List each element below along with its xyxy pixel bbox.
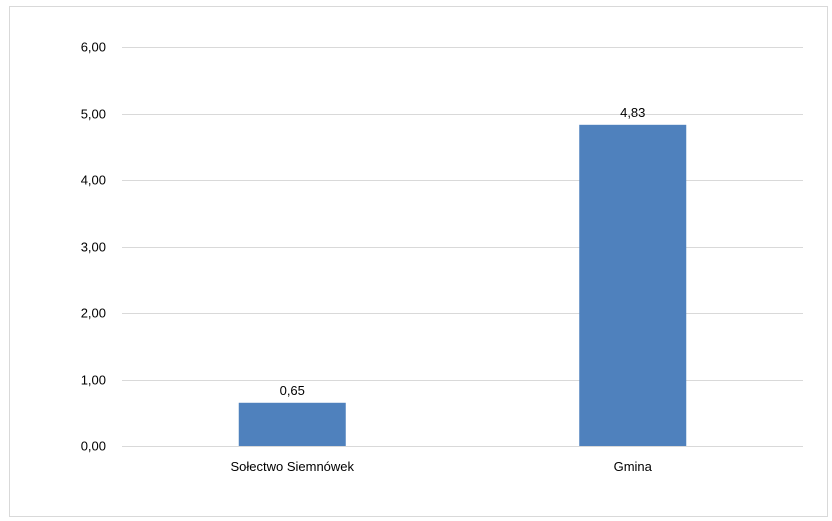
y-tick-label: 5,00 — [81, 107, 106, 122]
x-axis-categories: Sołectwo Siemnówek Gmina — [230, 459, 652, 474]
bars — [238, 124, 687, 447]
x-category-label: Sołectwo Siemnówek — [230, 459, 354, 474]
chart-container — [9, 6, 828, 517]
y-tick-label: 6,00 — [81, 40, 106, 55]
y-axis-ticks: 0,00 1,00 2,00 3,00 4,00 5,00 6,00 — [81, 40, 106, 454]
data-label: 0,65 — [280, 383, 305, 398]
y-tick-label: 2,00 — [81, 306, 106, 321]
data-labels: 0,65 4,83 — [280, 105, 646, 398]
x-category-label: Gmina — [614, 459, 653, 474]
bar — [238, 402, 346, 446]
y-tick-label: 1,00 — [81, 373, 106, 388]
y-tick-label: 3,00 — [81, 240, 106, 255]
gridlines — [122, 47, 803, 447]
bar — [579, 124, 687, 447]
data-label: 4,83 — [620, 105, 645, 120]
y-tick-label: 4,00 — [81, 173, 106, 188]
y-tick-label: 0,00 — [81, 439, 106, 454]
